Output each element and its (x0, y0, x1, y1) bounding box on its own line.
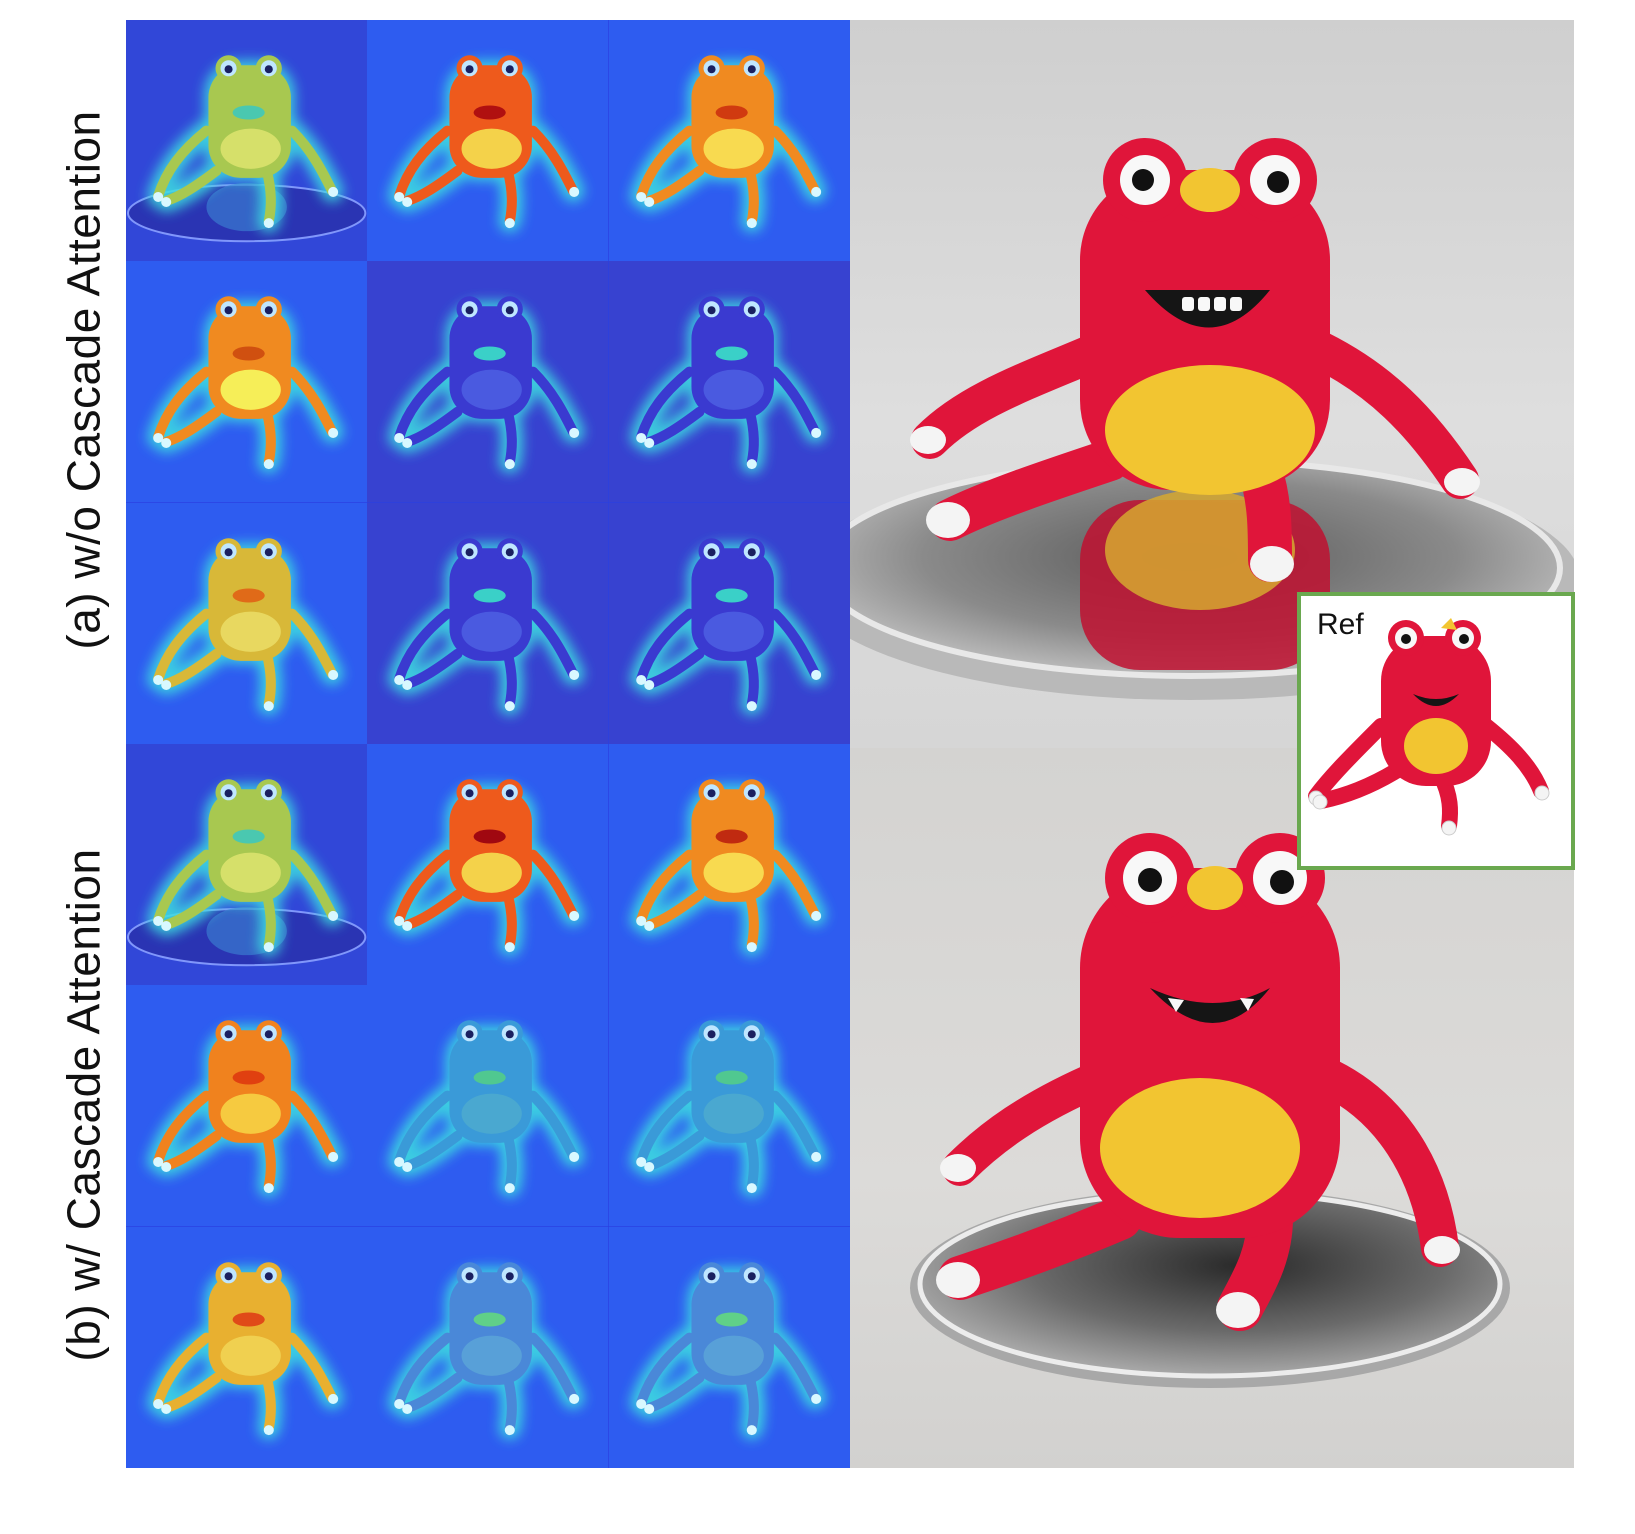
attention-map-a-5 (367, 261, 609, 503)
heatmap-figure (126, 502, 368, 744)
row-label-a-text: (a) w/o Cascade Attention (58, 110, 111, 650)
plush-photo-b (910, 833, 1510, 1388)
heatmap-figure (608, 744, 850, 986)
heatmap-figure (126, 985, 368, 1227)
attention-map-b-6 (608, 985, 850, 1227)
attention-map-b-4 (126, 985, 368, 1227)
ref-label: Ref (1317, 608, 1364, 641)
attention-map-b-8 (367, 1226, 609, 1468)
attention-map-a-1 (126, 20, 368, 262)
attention-map-a-3 (608, 20, 850, 262)
row-label-b-text: (b) w/ Cascade Attention (58, 848, 110, 1362)
row-label-a: (a) w/o Cascade Attention (58, 20, 110, 740)
heatmap-figure (367, 1226, 609, 1468)
heatmap-figure (126, 1226, 368, 1468)
heatmap-figure (367, 985, 609, 1227)
attention-map-grid-a (126, 20, 850, 744)
attention-map-a-7 (126, 502, 368, 744)
heatmap-figure (608, 502, 850, 744)
heatmap-figure (367, 261, 609, 503)
attention-map-b-7 (126, 1226, 368, 1468)
attention-map-a-9 (608, 502, 850, 744)
heatmap-figure (367, 20, 609, 262)
heatmap-figure (367, 744, 609, 986)
reference-plush-image (1308, 618, 1550, 836)
attention-map-a-2 (367, 20, 609, 262)
generated-image-b (850, 748, 1574, 1468)
heatmap-figure (608, 20, 850, 262)
heatmap-figure (126, 20, 368, 262)
attention-map-a-4 (126, 261, 368, 503)
attention-map-a-8 (367, 502, 609, 744)
heatmap-figure (126, 261, 368, 503)
attention-map-b-2 (367, 744, 609, 986)
attention-map-b-5 (367, 985, 609, 1227)
attention-map-b-1 (126, 744, 368, 986)
heatmap-figure (608, 1226, 850, 1468)
attention-map-grid-b (126, 744, 850, 1468)
generated-image-a (850, 20, 1574, 748)
reference-inset: Ref (1297, 592, 1575, 870)
heatmap-figure (126, 744, 368, 986)
row-label-b: (b) w/ Cascade Attention (58, 745, 110, 1465)
attention-map-b-9 (608, 1226, 850, 1468)
heatmap-figure (608, 985, 850, 1227)
attention-map-b-3 (608, 744, 850, 986)
attention-map-a-6 (608, 261, 850, 503)
heatmap-figure (608, 261, 850, 503)
heatmap-figure (367, 502, 609, 744)
